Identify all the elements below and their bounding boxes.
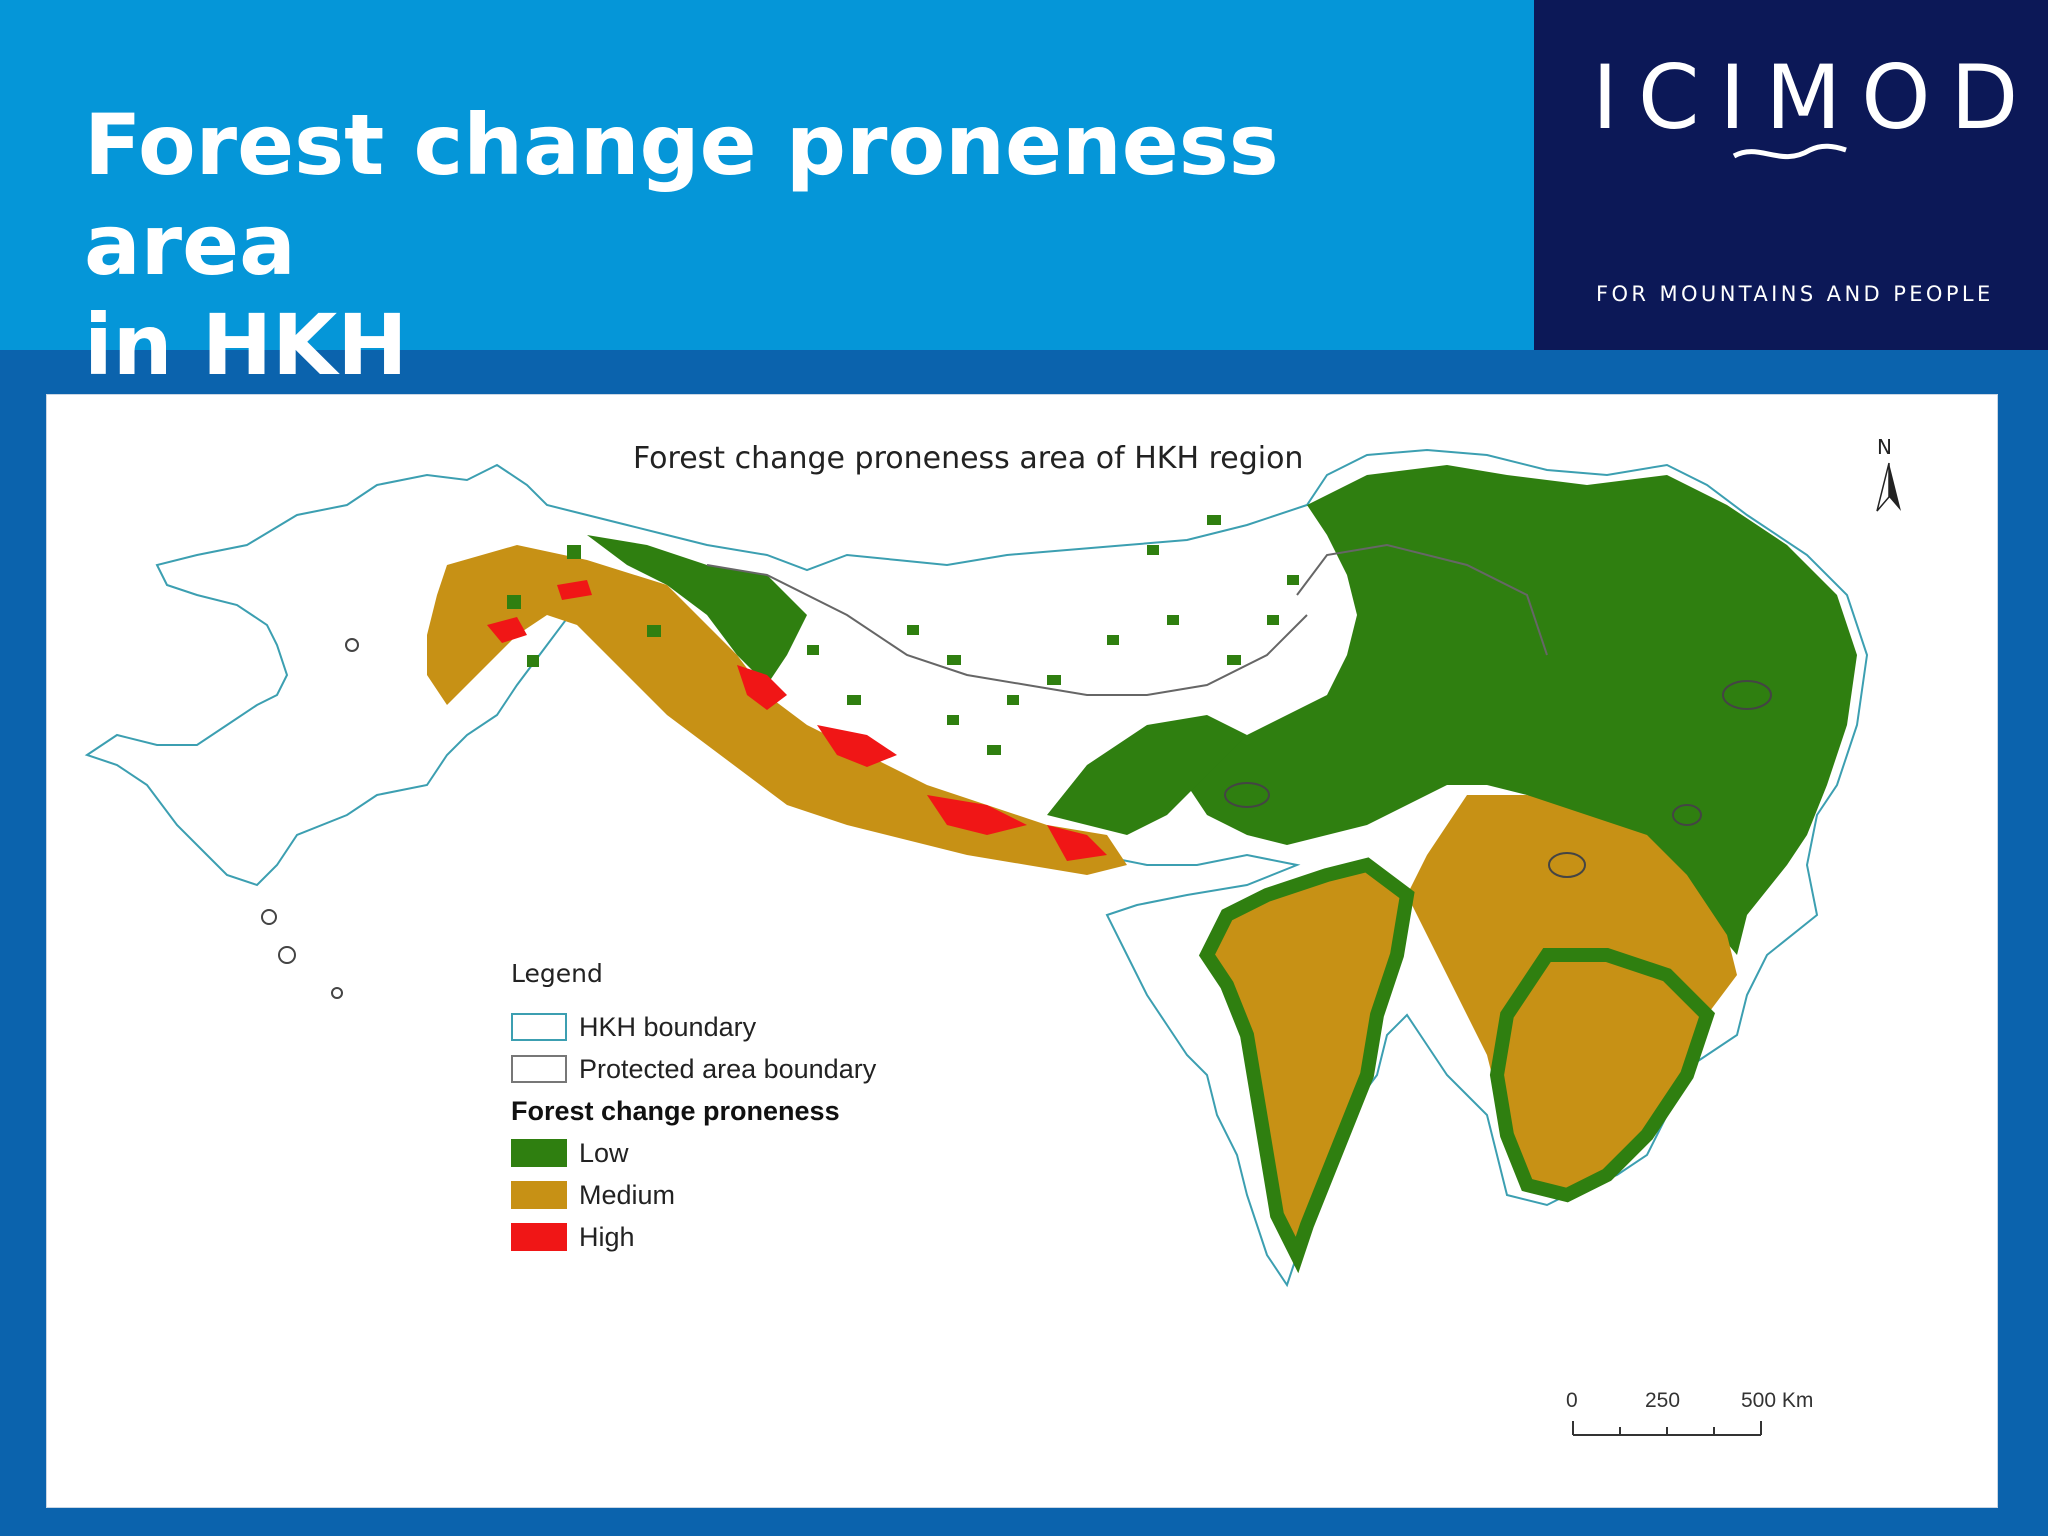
protected-areas [261,638,1772,999]
low-swatch [511,1139,567,1167]
title-line-1: Forest change proneness area [84,96,1279,294]
high-zone-4 [1047,825,1107,861]
high-zone-5 [487,617,527,643]
legend-label: HKH boundary [579,1011,757,1042]
medium-zone-south-east [1489,948,1716,1203]
high-zone-1 [737,665,787,710]
legend-title: Legend [511,959,603,988]
legend-row-low: Low [511,1132,876,1174]
high-zone-3 [927,795,1027,835]
protected-boundary-swatch [511,1055,567,1083]
legend-label: Medium [579,1179,676,1210]
high-zone-6 [557,580,592,600]
scale-label-500: 500 Km [1741,1389,1814,1412]
north-label: N [1877,435,1892,459]
north-arrow-icon [1876,462,1901,512]
legend-label: Low [579,1137,629,1168]
wave-icon [1732,143,1847,160]
low-zone-east [1187,465,1857,955]
icimod-logo: ICIMOD FOR MOUNTAINS AND PEOPLE [1534,0,2048,350]
legend-label: Protected area boundary [579,1053,877,1084]
low-scatter [507,495,1539,755]
high-swatch [511,1223,567,1251]
scale-bar-ticks [1572,1421,1762,1436]
scale-label-0: 0 [1566,1389,1578,1412]
map-title: Forest change proneness area of HKH regi… [633,441,1304,476]
legend-row-high: High [511,1216,876,1258]
legend-row-medium: Medium [511,1174,876,1216]
legend-row-hkh: HKH boundary [511,1006,876,1048]
slide-title: Forest change proneness area in HKH [84,95,1484,395]
logo-wordmark: ICIMOD [1592,46,2039,149]
medium-swatch [511,1181,567,1209]
high-zone-2 [817,725,897,767]
hkh-map [84,448,1869,1436]
logo-tagline: FOR MOUNTAINS AND PEOPLE [1596,282,1994,306]
map-panel: Forest change proneness area of HKH regi… [46,394,1998,1508]
legend-row-protected: Protected area boundary [511,1048,876,1090]
header-band: Forest change proneness area in HKH [0,0,1534,394]
title-line-2: in HKH [84,296,408,394]
protected-area-line-2 [1296,543,1548,656]
protected-area-line [706,564,1308,696]
scale-label-250: 250 [1645,1389,1681,1412]
legend: Legend HKH boundary Protected area bound… [511,959,876,1258]
hkh-boundary-swatch [511,1013,567,1041]
low-zone-central [1047,715,1247,835]
legend-label: High [579,1221,635,1252]
medium-zone-west [427,545,1127,875]
medium-zone-south [1198,857,1415,1274]
legend-subtitle: Forest change proneness [511,1096,840,1126]
